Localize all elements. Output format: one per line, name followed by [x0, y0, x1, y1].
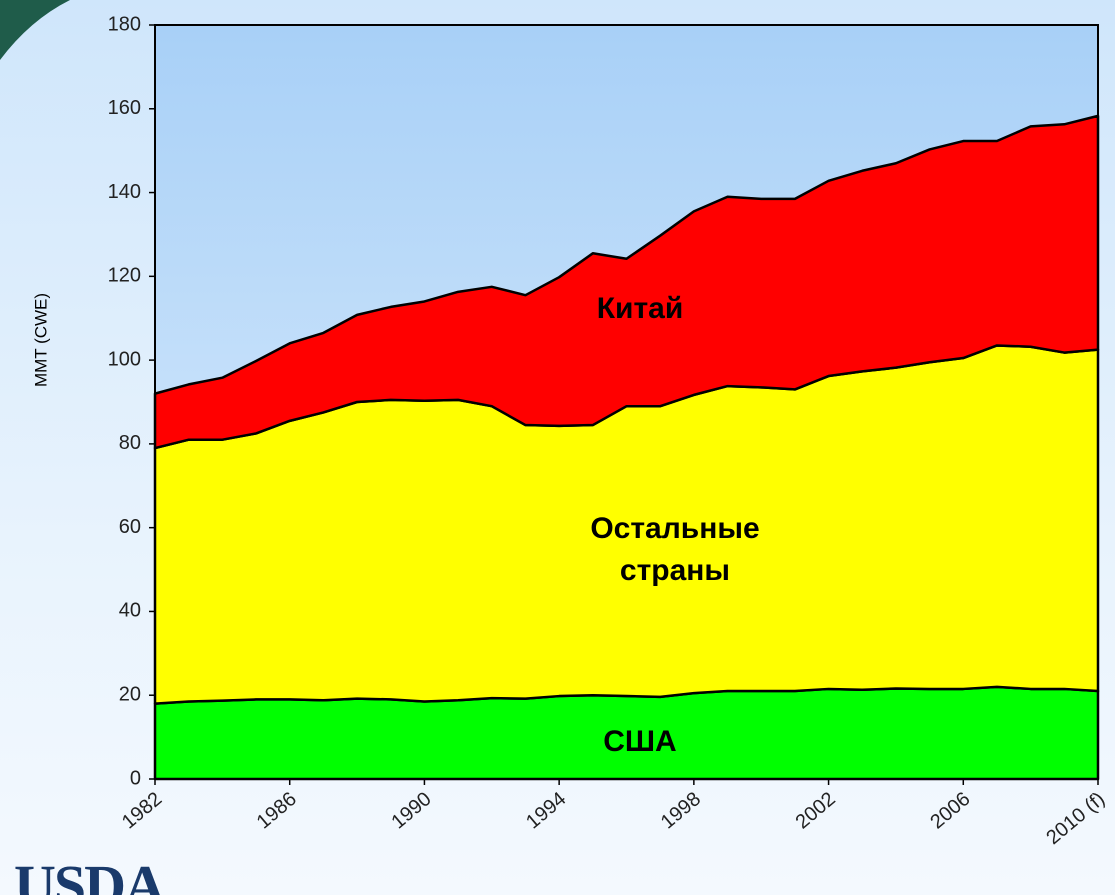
corner-decoration [0, 0, 70, 60]
x-tick-label: 1990 [387, 788, 435, 833]
y-tick-label: 40 [119, 600, 141, 622]
y-tick-label: 140 [108, 181, 141, 203]
x-tick-label: 1986 [253, 788, 301, 833]
y-tick-label: 100 [108, 348, 141, 370]
y-tick-label: 80 [119, 432, 141, 454]
y-tick-label: 20 [119, 684, 141, 706]
x-tick-label: 2002 [792, 788, 840, 833]
x-tick-label: 1994 [522, 788, 570, 833]
y-axis-label: MMT (CWE) [31, 293, 50, 387]
x-tick-label: 2006 [926, 788, 974, 833]
x-tick-label: 2010 (f) [1042, 788, 1109, 849]
area-label: Китай [596, 292, 684, 325]
y-tick-label: 0 [130, 767, 141, 789]
x-tick-label: 1982 [118, 788, 166, 833]
y-tick-label: 120 [108, 265, 141, 287]
x-tick-label: 1998 [657, 788, 705, 833]
y-tick-label: 180 [108, 13, 141, 35]
area-label: Остальные страны [590, 512, 760, 587]
y-tick-label: 160 [108, 97, 141, 119]
plot-frame [154, 24, 1099, 780]
logo: USDA [14, 853, 166, 895]
y-tick-label: 60 [119, 516, 141, 538]
area-label: США [603, 725, 677, 758]
